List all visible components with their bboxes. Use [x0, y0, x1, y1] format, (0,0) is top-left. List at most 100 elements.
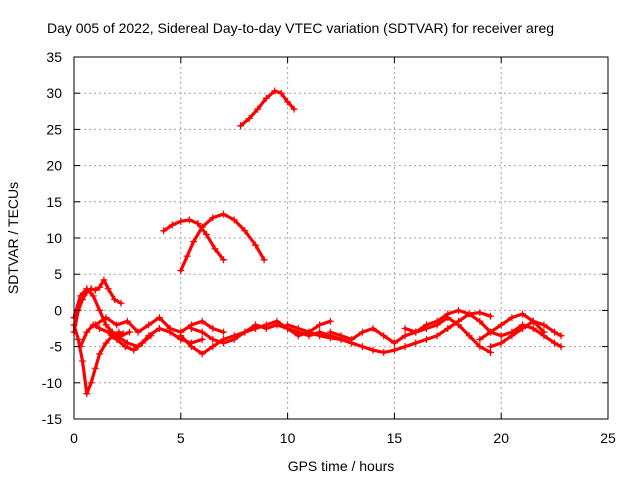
data-point: [401, 325, 409, 332]
data-point: [187, 343, 195, 351]
data-point: [454, 321, 462, 329]
data-point: [83, 285, 91, 293]
y-tick-label: 20: [46, 158, 62, 174]
x-tick-label: 10: [280, 430, 296, 446]
data-point: [76, 292, 84, 300]
series-prn-g: [160, 216, 228, 264]
data-point: [96, 325, 104, 332]
series-prn-h: [177, 210, 268, 275]
data-point: [177, 267, 185, 275]
data-point: [519, 325, 527, 332]
data-point: [444, 325, 452, 332]
series-prn-c: [70, 285, 134, 340]
data-point: [220, 256, 228, 264]
data-point: [96, 306, 104, 314]
data-point: [123, 339, 131, 347]
data-point: [519, 310, 527, 318]
data-point: [220, 328, 228, 336]
data-point: [190, 238, 198, 246]
series-line: [239, 89, 296, 128]
data-point: [194, 220, 202, 228]
data-point: [209, 343, 217, 351]
data-point: [198, 335, 206, 343]
data-point: [177, 332, 185, 340]
data-point: [497, 332, 505, 340]
y-tick-label: 10: [46, 230, 62, 246]
data-point: [237, 122, 245, 130]
data-point: [497, 339, 505, 347]
data-point: [79, 357, 87, 365]
series-line: [488, 319, 563, 349]
data-point: [241, 328, 249, 336]
data-point: [89, 292, 97, 300]
y-tick-label: 30: [46, 85, 62, 101]
y-tick-label: -5: [50, 339, 63, 355]
data-point: [433, 332, 441, 340]
data-point: [230, 335, 238, 343]
data-point: [284, 321, 292, 329]
data-point: [305, 328, 313, 336]
data-point: [476, 309, 484, 317]
data-point: [209, 335, 217, 343]
data-point: [209, 325, 217, 332]
data-point: [185, 216, 193, 224]
data-point: [326, 328, 334, 336]
data-point: [487, 343, 495, 351]
data-point: [145, 321, 153, 329]
data-point: [96, 283, 104, 291]
data-point: [187, 325, 195, 332]
series-line: [403, 308, 563, 349]
data-point: [369, 325, 377, 332]
x-tick-label: 0: [70, 430, 78, 446]
data-point: [476, 343, 484, 351]
data-point: [273, 317, 281, 325]
data-point: [100, 276, 108, 284]
data-point: [476, 317, 484, 325]
data-point: [444, 310, 452, 318]
data-point: [369, 346, 377, 354]
data-point: [117, 299, 125, 307]
axis-ticks: [73, 56, 609, 420]
data-point: [390, 346, 398, 354]
data-point: [126, 328, 134, 336]
series-prn-o: [487, 317, 565, 351]
x-tick-label: 25: [600, 430, 616, 446]
y-tick-label: -15: [42, 411, 62, 427]
data-point: [337, 332, 345, 340]
series-prn-p: [476, 310, 548, 343]
data-point: [401, 343, 409, 351]
data-point: [465, 332, 473, 340]
data-point: [74, 335, 82, 343]
data-point: [454, 306, 462, 314]
y-tick-labels: -15 -10 -5 0 5 10 15 20 25 30 35: [42, 49, 62, 427]
data-point: [220, 210, 228, 218]
data-point: [284, 98, 292, 106]
series-prn-i: [237, 87, 298, 130]
data-point: [358, 328, 366, 336]
data-point: [111, 296, 119, 304]
data-point: [412, 328, 420, 336]
data-point: [422, 321, 430, 329]
data-point: [540, 328, 548, 336]
data-point: [252, 325, 260, 332]
data-point: [529, 317, 537, 325]
data-point: [540, 321, 548, 329]
data-point: [260, 256, 268, 264]
y-tick-label: 25: [46, 121, 62, 137]
data-point: [476, 335, 484, 343]
data-point: [168, 221, 176, 229]
data-point: [113, 332, 121, 340]
series-prn-e: [91, 314, 228, 336]
data-point: [316, 332, 324, 340]
data-point: [91, 321, 99, 329]
x-tick-labels: 0 5 10 15 20 25: [70, 430, 616, 446]
data-point: [104, 328, 112, 336]
data-point: [508, 314, 516, 322]
data-point: [241, 227, 249, 235]
data-point: [433, 317, 441, 325]
data-point: [121, 343, 129, 351]
data-point: [87, 379, 95, 387]
data-point: [198, 328, 206, 336]
